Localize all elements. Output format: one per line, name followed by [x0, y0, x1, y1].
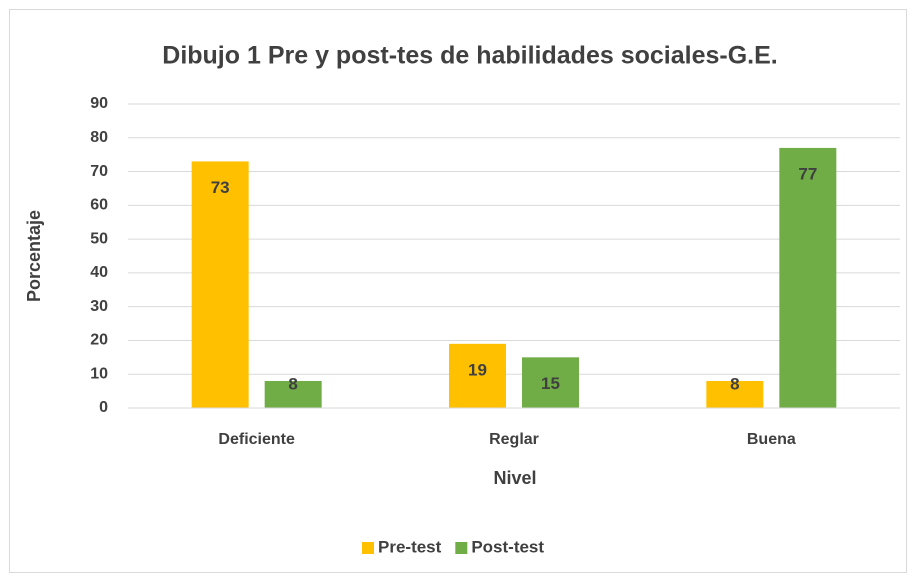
legend-swatch [362, 542, 374, 554]
data-label: 77 [798, 164, 817, 183]
y-tick-label: 90 [90, 95, 108, 112]
y-axis-label: Porcentaje [24, 210, 44, 302]
data-label: 73 [211, 178, 230, 197]
chart-border [9, 9, 907, 573]
y-tick-label: 40 [90, 264, 108, 281]
bar [779, 147, 837, 408]
data-label: 8 [730, 375, 739, 394]
bar [522, 357, 579, 408]
legend-label: Post-test [471, 537, 544, 556]
legend-label: Pre-test [378, 537, 442, 556]
x-tick-label: Deficiente [218, 431, 295, 448]
bar [191, 161, 249, 408]
y-tick-label: 70 [90, 163, 108, 180]
data-label: 15 [541, 374, 560, 393]
y-tick-label: 50 [90, 230, 108, 247]
data-label: 19 [468, 360, 487, 379]
bar [449, 343, 506, 408]
data-label: 8 [288, 375, 297, 394]
y-tick-label: 20 [90, 332, 108, 349]
y-tick-label: 0 [99, 399, 108, 416]
x-tick-label: Buena [747, 431, 796, 448]
x-axis-label: Nivel [493, 468, 536, 488]
y-tick-label: 60 [90, 197, 108, 214]
y-tick-label: 30 [90, 298, 108, 315]
legend-swatch [455, 542, 468, 554]
bar [706, 380, 764, 408]
bar [264, 380, 322, 408]
y-tick-label: 10 [90, 365, 108, 382]
x-tick-label: Reglar [489, 431, 539, 448]
y-tick-label: 80 [90, 129, 108, 146]
chart-title: Dibujo 1 Pre y post-tes de habilidades s… [162, 42, 777, 70]
